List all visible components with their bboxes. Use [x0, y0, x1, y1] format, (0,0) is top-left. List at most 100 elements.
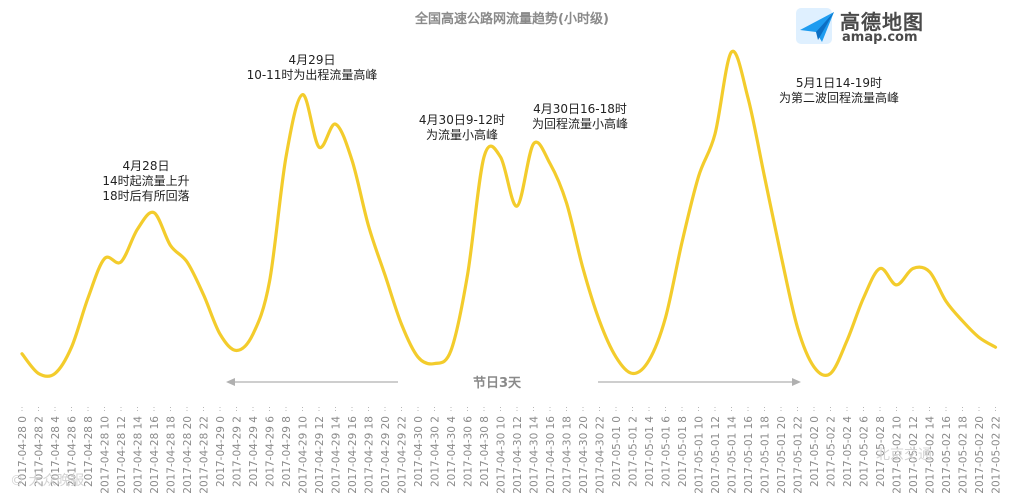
x-tick-label: 2017-05-01 18 [760, 416, 772, 494]
data-point [845, 339, 849, 342]
x-tick-label: 2017-04-30 8 [479, 416, 491, 487]
data-point [730, 50, 733, 54]
data-point [449, 349, 453, 352]
x-tick-label: 2017-05-02 20 [974, 416, 986, 494]
data-point [367, 224, 370, 228]
data-point [185, 260, 189, 264]
x-tick-label: 2017-04-29 16 [347, 416, 359, 494]
annotation-text: 4月29日 [289, 53, 336, 67]
x-tick-label: 2017-05-02 16 [941, 416, 953, 494]
x-tick-label: 2017-05-01 10 [694, 416, 706, 494]
x-tick-label: 2017-04-30 12 [512, 416, 524, 494]
x-tick-label: 2017-04-28 18 [166, 416, 178, 494]
x-tick-label: 2017-05-01 8 [677, 416, 689, 487]
x-tick-label: 2017-05-02 6 [859, 416, 871, 487]
x-tick-label: 2017-04-28 22 [199, 416, 211, 494]
annotation-text: 为回程流量小高峰 [532, 116, 628, 131]
data-point [614, 355, 618, 359]
x-tick-label: 2017-04-28 2 [34, 416, 46, 487]
data-point [499, 155, 502, 159]
x-tick-label: 2017-04-30 20 [578, 416, 590, 494]
x-tick-label: 2017-05-01 16 [743, 416, 755, 494]
x-tick-label: 2017-04-28 20 [182, 416, 194, 494]
data-point [119, 260, 123, 264]
data-point [284, 155, 288, 159]
x-tick-label: 2017-05-02 2 [826, 416, 838, 487]
x-tick-label: 2017-05-01 12 [710, 416, 722, 494]
x-tick-label: 2017-04-29 18 [364, 416, 376, 494]
x-tick-label: 2017-04-29 22 [397, 416, 409, 494]
x-tick-label: 2017-04-29 0 [215, 416, 227, 487]
x-tick-label: 2017-04-30 0 [413, 416, 425, 487]
data-point [746, 96, 750, 100]
holiday-span: 节日3天 [226, 375, 801, 391]
annotation-text: 10-11时为出程流量高峰 [247, 67, 378, 82]
data-point [383, 273, 387, 277]
x-tick-label: 2017-04-28 12 [116, 416, 128, 494]
x-tick-label: 2017-05-01 20 [776, 416, 788, 494]
annotation-text: 4月30日16-18时 [533, 102, 627, 116]
data-point [169, 244, 172, 247]
data-point [86, 296, 90, 300]
x-tick-label: 2017-04-28 0 [17, 416, 29, 487]
data-point [878, 267, 882, 270]
x-tick-label: 2017-04-30 22 [595, 416, 607, 494]
data-point [911, 267, 915, 270]
x-tick-label: 2017-05-01 4 [644, 416, 656, 487]
data-point [944, 300, 948, 303]
watermark-left: © 大众晚报 [10, 473, 85, 489]
data-point [532, 142, 535, 146]
x-tick-label: 2017-04-28 6 [67, 416, 79, 487]
data-point [515, 204, 519, 208]
data-point [862, 296, 865, 300]
data-point [598, 319, 601, 323]
x-tick-label: 2017-04-30 2 [430, 416, 442, 487]
x-tick-label: 2017-04-30 10 [496, 416, 508, 494]
data-point [152, 211, 156, 214]
x-tick-label: 2017-04-28 16 [149, 416, 161, 494]
data-point [235, 349, 238, 352]
x-tick-label: 2017-05-02 12 [908, 416, 920, 494]
x-tick-label: 2017-04-29 8 [281, 416, 293, 487]
data-point [631, 372, 634, 375]
data-point [796, 326, 799, 329]
data-point [103, 257, 106, 260]
x-tick-label: 2017-04-30 4 [446, 416, 458, 487]
data-point [466, 273, 469, 277]
data-point [70, 346, 73, 349]
data-point [53, 372, 57, 375]
data-point [581, 267, 585, 270]
x-tick-label: 2017-05-02 18 [958, 416, 970, 494]
x-tick-label: 2017-05-01 2 [628, 416, 640, 487]
data-point [202, 293, 205, 296]
annotation-text: 为流量小高峰 [426, 127, 498, 142]
data-point [697, 175, 700, 178]
data-point [20, 352, 24, 355]
x-tick-label: 2017-05-02 10 [892, 416, 904, 494]
x-tick-label: 2017-04-28 4 [50, 416, 62, 487]
x-tick-label: 2017-05-02 14 [925, 416, 937, 494]
watermark-right: 北京交通 [876, 447, 932, 463]
logo-chinese-text: 高德地图 [840, 10, 924, 34]
x-tick-label: 2017-05-02 4 [842, 416, 854, 487]
data-point [268, 280, 271, 283]
data-point [350, 159, 354, 162]
data-point [218, 332, 222, 336]
x-tick-label: 2017-05-02 8 [875, 416, 887, 487]
data-point [548, 162, 552, 165]
x-tick-label: 2017-05-01 6 [661, 416, 673, 487]
data-point [928, 270, 931, 273]
data-point [647, 359, 651, 362]
data-point [317, 145, 321, 149]
annotation-text: 4月30日9-12时 [419, 113, 505, 127]
amap-logo: 高德地图 amap.com [794, 4, 944, 50]
x-tick-label: 2017-04-30 14 [529, 416, 541, 494]
x-tick-label: 2017-04-30 16 [545, 416, 557, 494]
x-tick-label: 2017-04-28 14 [133, 416, 145, 494]
data-point [977, 336, 981, 339]
x-tick-label: 2017-05-01 14 [727, 416, 739, 494]
x-tick-label: 2017-05-02 22 [991, 416, 1003, 494]
data-point [763, 175, 766, 178]
